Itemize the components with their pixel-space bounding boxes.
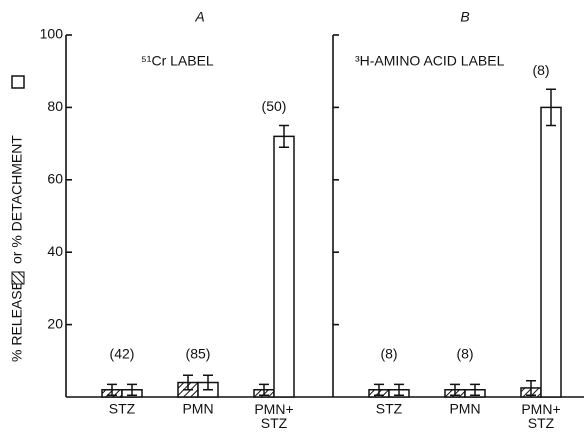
bar xyxy=(540,106,562,398)
error-bar xyxy=(526,379,536,396)
error-bar xyxy=(183,374,193,391)
y-tick-label: 40 xyxy=(47,243,63,259)
panel-subtitle: ⁵¹Cr LABEL xyxy=(141,53,214,69)
x-tick-label: PMN+ STZ xyxy=(254,401,293,431)
count-label: (8) xyxy=(380,346,397,362)
x-tick-label-line: STZ xyxy=(261,415,288,431)
error-bar xyxy=(450,383,460,396)
bar xyxy=(273,135,295,398)
error-bar xyxy=(107,383,117,396)
x-tick-label: PMN xyxy=(449,401,480,417)
y-tick-label: 60 xyxy=(47,171,63,187)
x-tick-label-line: STZ xyxy=(528,415,555,431)
error-bar xyxy=(279,124,289,148)
error-bar xyxy=(203,374,213,391)
x-tick-label: PMN xyxy=(182,401,213,417)
error-bar xyxy=(470,383,480,396)
error-bar xyxy=(546,88,556,127)
panel-subtitle: ³H-AMINO ACID LABEL xyxy=(355,53,505,69)
y-label-part: % RELEASE xyxy=(9,281,25,362)
hatch-key xyxy=(11,271,25,285)
count-label: (85) xyxy=(186,346,211,362)
error-bar xyxy=(374,383,384,396)
panel-title: A xyxy=(194,9,204,25)
error-bar xyxy=(394,383,404,396)
x-tick-label: PMN+ STZ xyxy=(521,401,560,431)
y-label-part: or % DETACHMENT xyxy=(9,135,25,264)
x-tick-label-line: PMN+ xyxy=(254,401,293,417)
x-tick-label: STZ xyxy=(109,401,136,417)
x-tick-label: STZ xyxy=(376,401,403,417)
count-label: (50) xyxy=(262,98,287,114)
y-tick-label: 20 xyxy=(47,315,63,331)
x-tick-label-line: PMN+ xyxy=(521,401,560,417)
y-axis-label: % RELEASE or % DETACHMENT xyxy=(9,75,25,362)
y-tick-label: 80 xyxy=(47,98,63,114)
open-key xyxy=(11,75,25,89)
count-label: (8) xyxy=(532,62,549,78)
error-bar xyxy=(127,383,137,396)
count-label: (8) xyxy=(456,346,473,362)
panel-title: B xyxy=(460,9,469,25)
count-label: (42) xyxy=(110,346,135,362)
error-bar xyxy=(259,383,269,396)
y-tick-label: 100 xyxy=(40,26,64,42)
